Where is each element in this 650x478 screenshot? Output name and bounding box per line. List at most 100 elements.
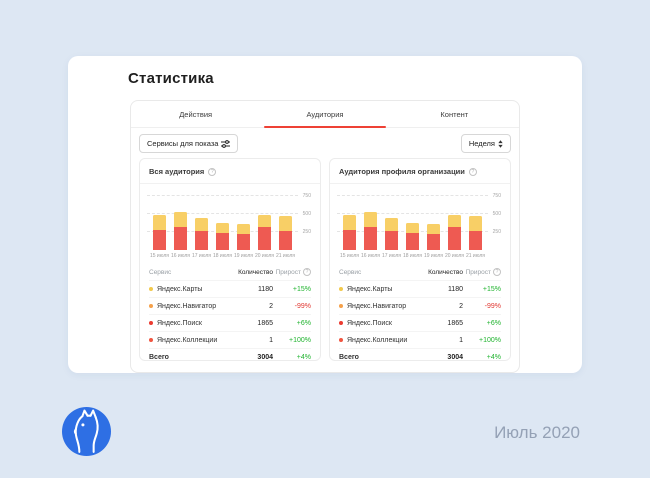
table-row: Яндекс.Поиск 1865 +6% (149, 314, 311, 331)
bar-segment-red (153, 230, 166, 250)
stacked-bar (427, 224, 440, 250)
service-name: Яндекс.Коллекции (347, 336, 408, 344)
y-tick-label: 250 (302, 228, 311, 235)
bar-segment-red (469, 231, 482, 250)
col-header-service: Сервис (149, 268, 172, 276)
gridline-500 (147, 213, 298, 215)
table-row: Яндекс.Навигатор 2 -99% (339, 297, 501, 314)
table-row: Яндекс.Навигатор 2 -99% (149, 297, 311, 314)
period-select[interactable]: Неделя (460, 134, 511, 153)
x-tick-label: 20 июля (444, 253, 464, 259)
table-body: Яндекс.Карты 1180 +15% Яндекс.Навигатор 2 -99… (149, 280, 311, 361)
service-name-cell: Яндекс.Карты (339, 286, 415, 293)
stats-container: Действия Аудитория Контент Сервисы для пок… (130, 100, 520, 373)
service-count: 1865 (447, 319, 463, 327)
bar-cell (233, 192, 254, 250)
bar-segment-red (406, 233, 419, 250)
service-growth: +15% (482, 285, 501, 293)
info-icon[interactable]: ? (303, 268, 311, 276)
service-growth: +100% (289, 336, 311, 344)
bar-cell (170, 192, 191, 250)
col-header-service: Сервис (339, 268, 362, 276)
stacked-bar (279, 216, 292, 250)
table-row: Яндекс.Коллекции 1 +100% (339, 331, 501, 348)
service-name: Яндекс.Коллекции (157, 336, 218, 344)
service-name-cell: Яндекс.Навигатор (339, 303, 415, 310)
panel-title: Вся аудитория (149, 167, 205, 176)
bar-segment-yellow (279, 216, 292, 231)
period-select-value: Неделя (468, 139, 495, 148)
table-total-row: Всего 3004 +4% (149, 348, 311, 361)
tab-0[interactable]: Действия (131, 101, 260, 127)
gridline-750 (147, 195, 298, 197)
bar-segment-yellow (216, 223, 229, 233)
x-tick-label: 18 июля (402, 253, 422, 259)
stacked-bar (364, 212, 377, 250)
service-count: 1 (459, 336, 463, 344)
panel-title: Аудитория профиля организации (339, 167, 465, 176)
gridline-500 (337, 213, 488, 215)
total-label: Всего (149, 354, 225, 361)
tab-2[interactable]: Контент (390, 101, 519, 127)
bar-segment-red (195, 231, 208, 250)
service-count: 1180 (447, 285, 463, 293)
llama-logo (62, 407, 111, 456)
service-name-cell: Яндекс.Поиск (339, 320, 415, 327)
stacked-bar (258, 215, 271, 250)
service-color-dot (339, 338, 343, 342)
service-growth: +6% (486, 319, 501, 327)
info-icon[interactable]: ? (493, 268, 501, 276)
bar-segment-red (385, 231, 398, 250)
service-color-dot (339, 304, 343, 308)
stacked-bar-chart: 250 500 750 15 июля 16 июля 17 июля 18 июля 19… (330, 184, 510, 263)
services-filter-button[interactable]: Сервисы для показа (139, 134, 239, 153)
x-tick-label: 16 июля (170, 253, 190, 259)
total-count: 3004 (447, 353, 463, 361)
bars-group (339, 192, 486, 250)
service-count: 1865 (257, 319, 273, 327)
x-tick-label: 19 июля (423, 253, 443, 259)
bar-segment-yellow (364, 212, 377, 227)
total-label-text: Всего (339, 353, 359, 361)
x-tick-label: 21 июля (275, 253, 295, 259)
info-icon[interactable]: ? (208, 167, 217, 176)
service-growth: +15% (292, 285, 311, 293)
active-tab-underline (264, 126, 386, 128)
total-label-text: Всего (149, 353, 169, 361)
col-header-growth-label: Прирост (465, 268, 491, 276)
bar-segment-yellow (427, 224, 440, 234)
bar-cell (444, 192, 465, 250)
total-count: 3004 (257, 353, 273, 361)
tab-bar: Действия Аудитория Контент (131, 101, 519, 128)
tab-label: Действия (179, 109, 213, 119)
bar-segment-yellow (174, 212, 187, 227)
panel-org-profile-audience: Аудитория профиля организации ? 250 500 75… (329, 158, 511, 361)
bar-segment-red (237, 234, 250, 250)
bar-segment-red (343, 230, 356, 250)
tab-label: Контент (440, 109, 469, 119)
y-tick-label: 500 (492, 210, 501, 217)
tab-1[interactable]: Аудитория (260, 101, 389, 128)
stacked-bar (216, 223, 229, 250)
bar-segment-red (279, 231, 292, 250)
service-growth: -99% (484, 302, 501, 310)
col-header-growth: Прирост ? (463, 268, 501, 276)
total-label: Всего (339, 354, 415, 361)
bar-cell (339, 192, 360, 250)
x-tick-label: 19 июля (233, 253, 253, 259)
service-count: 2 (459, 302, 463, 310)
service-growth: +100% (479, 336, 501, 344)
chart-plot: 250 500 750 (147, 192, 311, 250)
x-tick-label: 15 июля (339, 253, 359, 259)
stacked-bar (406, 223, 419, 250)
col-header-count: Количество (238, 268, 273, 276)
stacked-bar-chart: 250 500 750 15 июля 16 июля 17 июля 18 июля 19… (140, 184, 320, 263)
page-title: Статистика (128, 70, 214, 87)
info-icon[interactable]: ? (468, 167, 477, 176)
service-name: Яндекс.Поиск (347, 319, 392, 327)
bar-segment-yellow (153, 215, 166, 230)
panel-header: Аудитория профиля организации ? (330, 159, 510, 184)
footer-date: Июль 2020 (494, 423, 580, 442)
panel-all-audience: Вся аудитория ? 250 500 750 15 июля 16 июля… (139, 158, 321, 361)
service-color-dot (149, 338, 153, 342)
